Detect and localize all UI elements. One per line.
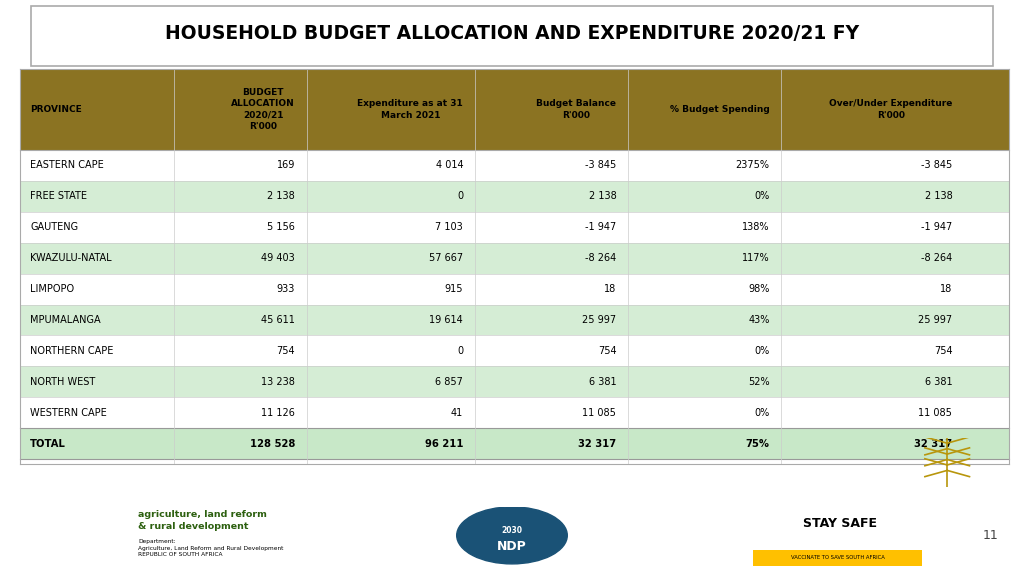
- Text: 11 085: 11 085: [919, 408, 952, 418]
- Text: 45 611: 45 611: [261, 315, 295, 325]
- Text: 6 857: 6 857: [435, 377, 463, 387]
- Bar: [20, 274, 1009, 305]
- Text: 75%: 75%: [745, 438, 769, 449]
- Text: 4 014: 4 014: [435, 161, 463, 170]
- Text: VACCINATE TO SAVE SOUTH AFRICA: VACCINATE TO SAVE SOUTH AFRICA: [791, 555, 885, 560]
- Text: 0%: 0%: [755, 408, 769, 418]
- Bar: [20, 212, 1009, 242]
- Bar: [20, 69, 1009, 150]
- Text: 96 211: 96 211: [425, 438, 463, 449]
- Text: 98%: 98%: [749, 284, 769, 294]
- Text: GAUTENG: GAUTENG: [31, 222, 79, 232]
- Bar: [20, 305, 1009, 335]
- Text: NDP: NDP: [497, 540, 527, 552]
- Bar: [20, 150, 1009, 181]
- Text: 25 997: 25 997: [583, 315, 616, 325]
- Text: -8 264: -8 264: [921, 253, 952, 263]
- Bar: [20, 428, 1009, 459]
- Text: WESTERN CAPE: WESTERN CAPE: [31, 408, 108, 418]
- Text: 0: 0: [457, 346, 463, 356]
- Bar: [20, 335, 1009, 366]
- Text: 25 997: 25 997: [919, 315, 952, 325]
- Circle shape: [457, 507, 567, 564]
- Text: 169: 169: [276, 161, 295, 170]
- Text: -3 845: -3 845: [585, 161, 616, 170]
- Text: 2375%: 2375%: [735, 161, 769, 170]
- Text: BUDGET
ALLOCATION
2020/21
R'000: BUDGET ALLOCATION 2020/21 R'000: [231, 88, 295, 131]
- Text: 18: 18: [604, 284, 616, 294]
- Text: % Budget Spending: % Budget Spending: [670, 105, 769, 114]
- Text: -1 947: -1 947: [921, 222, 952, 232]
- Text: KWAZULU-NATAL: KWAZULU-NATAL: [31, 253, 112, 263]
- Text: 5 156: 5 156: [267, 222, 295, 232]
- Text: -3 845: -3 845: [921, 161, 952, 170]
- Text: 117%: 117%: [741, 253, 769, 263]
- Bar: [20, 366, 1009, 397]
- Text: -1 947: -1 947: [585, 222, 616, 232]
- Text: MPUMALANGA: MPUMALANGA: [31, 315, 101, 325]
- Text: 11 085: 11 085: [583, 408, 616, 418]
- Text: PROVINCE: PROVINCE: [31, 105, 82, 114]
- Text: -8 264: -8 264: [585, 253, 616, 263]
- Text: NORTH WEST: NORTH WEST: [31, 377, 95, 387]
- Text: HOUSEHOLD BUDGET ALLOCATION AND EXPENDITURE 2020/21 FY: HOUSEHOLD BUDGET ALLOCATION AND EXPENDIT…: [165, 24, 859, 43]
- Text: 43%: 43%: [749, 315, 769, 325]
- Text: FREE STATE: FREE STATE: [31, 191, 87, 202]
- Text: 933: 933: [276, 284, 295, 294]
- Text: 57 667: 57 667: [429, 253, 463, 263]
- Text: 32 317: 32 317: [579, 438, 616, 449]
- Text: 11: 11: [983, 529, 998, 542]
- Text: 138%: 138%: [742, 222, 769, 232]
- Text: Expenditure as at 31
March 2021: Expenditure as at 31 March 2021: [357, 99, 463, 120]
- Text: 7 103: 7 103: [435, 222, 463, 232]
- Text: 32 317: 32 317: [914, 438, 952, 449]
- FancyBboxPatch shape: [31, 6, 993, 66]
- Text: 19 614: 19 614: [429, 315, 463, 325]
- Bar: [20, 181, 1009, 212]
- Text: 6 381: 6 381: [589, 377, 616, 387]
- Text: 754: 754: [934, 346, 952, 356]
- Text: 13 238: 13 238: [261, 377, 295, 387]
- Text: 11 126: 11 126: [261, 408, 295, 418]
- Text: 0%: 0%: [755, 191, 769, 202]
- Text: STAY SAFE: STAY SAFE: [803, 517, 877, 529]
- Text: 2 138: 2 138: [589, 191, 616, 202]
- Text: 0%: 0%: [755, 346, 769, 356]
- Text: Budget Balance
R'000: Budget Balance R'000: [537, 99, 616, 120]
- Text: Department:
Agriculture, Land Reform and Rural Development
REPUBLIC OF SOUTH AFR: Department: Agriculture, Land Reform and…: [138, 539, 284, 558]
- Bar: [20, 242, 1009, 274]
- Text: 2030: 2030: [502, 526, 522, 536]
- Text: TOTAL: TOTAL: [31, 438, 67, 449]
- Text: Over/Under Expenditure
R'000: Over/Under Expenditure R'000: [829, 99, 952, 120]
- Text: 41: 41: [451, 408, 463, 418]
- Text: 128 528: 128 528: [250, 438, 295, 449]
- Text: 6 381: 6 381: [925, 377, 952, 387]
- Text: 915: 915: [444, 284, 463, 294]
- Text: agriculture, land reform
& rural development: agriculture, land reform & rural develop…: [138, 510, 267, 531]
- Text: 2 138: 2 138: [267, 191, 295, 202]
- Text: 754: 754: [598, 346, 616, 356]
- Text: 52%: 52%: [748, 377, 769, 387]
- Text: 49 403: 49 403: [261, 253, 295, 263]
- Text: EASTERN CAPE: EASTERN CAPE: [31, 161, 104, 170]
- Bar: [20, 397, 1009, 428]
- Text: 18: 18: [940, 284, 952, 294]
- Text: LIMPOPO: LIMPOPO: [31, 284, 75, 294]
- Text: NORTHERN CAPE: NORTHERN CAPE: [31, 346, 114, 356]
- Text: 0: 0: [457, 191, 463, 202]
- Text: 754: 754: [276, 346, 295, 356]
- Text: 2 138: 2 138: [925, 191, 952, 202]
